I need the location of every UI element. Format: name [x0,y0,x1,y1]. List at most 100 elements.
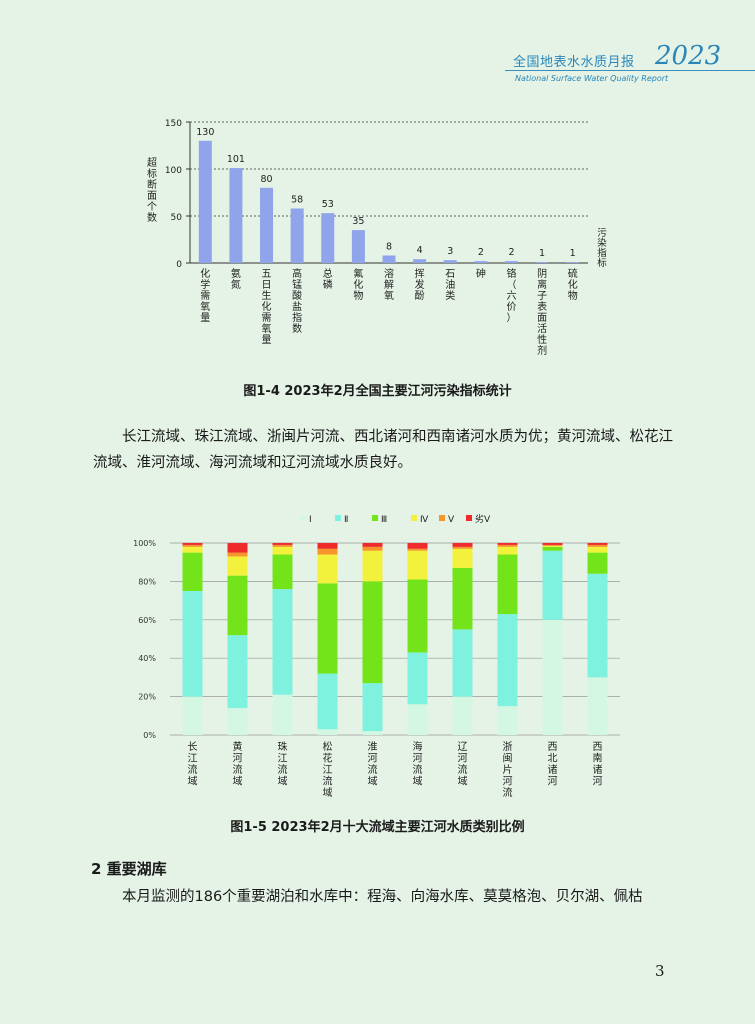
chart2-legend-swatch [335,515,341,521]
chart2-bar-segment [497,544,518,547]
chart1-data-label: 8 [386,241,392,252]
chart2-y-tick-label: 80% [138,577,156,586]
chart2-legend-label: Ⅲ [381,515,387,525]
chart2-y-tick-label: 100% [133,539,156,548]
chart2-bar-segment [272,589,293,695]
chart2-labels: 长江流域 黄河流域 珠江流域 松花江流域 淮河流域 海河流域 辽河流域 浙闽片河流 西北诸河 西南… [188,740,603,799]
chart1-data-label: 2 [478,247,484,258]
chart2-bars [182,543,608,735]
chart2-category-label: 长江流域 [188,741,198,788]
chart2-y-tick-label: 60% [138,616,156,625]
chart2-bar-segment [587,546,608,553]
chart2-bar-segment [362,581,383,684]
chart1-category-label: 总磷 [323,267,333,291]
chart1-category-label: 化学需氧量 [200,267,210,324]
chart1-y-axis-label: 超标断面个数 [147,156,157,224]
chart1-category-label: 砷 [476,268,486,280]
chart2-bar-segment [497,554,518,615]
header-subtitle: National Surface Water Quality Report [515,74,669,83]
chart2-bar-segment [542,546,563,551]
header-year: 2023 [655,41,722,71]
chart2-bar-segment [182,552,203,591]
chart1-data-label: 53 [322,199,334,210]
chart1-labels: 130 化学需氧量 101 氨氮 80 五日生化需氧量 58 高锰酸盐指数 53 总磷 35 氟化物 8… [196,127,577,357]
chart1-bar [351,230,365,263]
chart1-data-label: 3 [447,246,453,257]
chart1-data-label: 2 [508,247,514,258]
chart2-bar-segment [227,543,248,553]
chart2-bar-segment [587,573,608,678]
chart1-data-label: 130 [196,127,214,138]
chart1-data-label: 1 [539,248,545,259]
chart2-category-label: 西北诸河 [548,742,558,788]
chart2-bar-segment [407,579,428,653]
chart2-bar-segment [317,729,338,735]
chart2-bar-segment [317,554,338,584]
chart2-category-label: 松花江流域 [323,740,333,799]
chart2-legend-label: Ⅰ [309,515,312,525]
chart2-bar-segment [587,552,608,574]
chart2-bar-segment [542,619,563,735]
chart1-category-label: 高锰酸盐指数 [292,267,302,335]
chart1-data-label: 1 [570,248,576,259]
chart2-bar-segment [227,556,248,576]
chart2-bar-segment [362,550,383,582]
header-title: 全国地表水水质月报 [513,55,635,70]
chart2-bar-segment [452,546,473,549]
chart2-bar-segment [227,552,248,557]
chart2-bar-segment [272,543,293,545]
chart1-y-tick-label: 150 [165,119,182,129]
chart2-bar-segment [272,694,293,735]
chart1-bar [382,255,396,263]
chart1-y-tick-label: 50 [171,213,183,223]
chart2-category-label: 淮河流域 [368,741,378,788]
chart2-bar-segment [587,677,608,735]
chart2-bar-segment [407,550,428,580]
chart2-bar-segment [182,696,203,735]
chart2-bar-segment [362,731,383,735]
chart2-category-label: 黄河流域 [233,740,243,788]
chart2-legend-label: Ⅳ [420,515,429,525]
chart2-category-label: 辽河流域 [458,741,468,788]
chart2-bar-segment [497,546,518,555]
chart1-bar [504,261,518,263]
chart1-bars [198,140,580,263]
chart2-legend-swatch [439,515,445,521]
chart2-bar-segment [497,706,518,735]
chart2-bar-segment [227,575,248,636]
chart2-legend-swatch [466,515,472,521]
chart2-bar-segment [587,544,608,547]
chart1-x-axis-label: 污染指标 [597,227,607,269]
chart2-bar-segment [362,683,383,732]
chart2-bar-segment [407,704,428,735]
chart2-bar-segment [452,543,473,547]
chart2-bar-segment [317,548,338,555]
chart2-legend-label: Ⅱ [344,515,348,525]
chart2-bar-segment [182,546,203,553]
chart2-bar-segment [272,554,293,590]
chart2-legend-label: Ⅴ [448,515,455,525]
header-rule [505,70,755,71]
chart1-data-label: 4 [417,245,423,256]
chart2-legend: Ⅰ Ⅱ Ⅲ Ⅳ Ⅴ 劣Ⅴ [300,513,491,525]
chart2-bar-segment [407,543,428,549]
chart1-y-tick-label: 100 [165,166,182,176]
chart2-bar-segment [272,544,293,547]
chart2-bar-segment [317,673,338,730]
chart2-legend-swatch [372,515,378,521]
chart2-y-tick-label: 40% [138,654,156,663]
chart2-bar-segment [227,635,248,709]
chart2-bar-segment [182,591,203,697]
chart2-bar-segment [542,545,563,547]
chart2-bar-segment [362,546,383,551]
chart1-category-label: 氨氮 [231,267,241,291]
chart1-category-label: 硫化物 [568,267,578,302]
chart1-caption: 图1-4 2023年2月全国主要江河污染指标统计 [243,384,512,399]
chart2-bar-segment [407,652,428,705]
chart1-bar [321,213,335,263]
chart2-bar-segment [542,544,563,546]
chart1-bar [535,262,549,263]
